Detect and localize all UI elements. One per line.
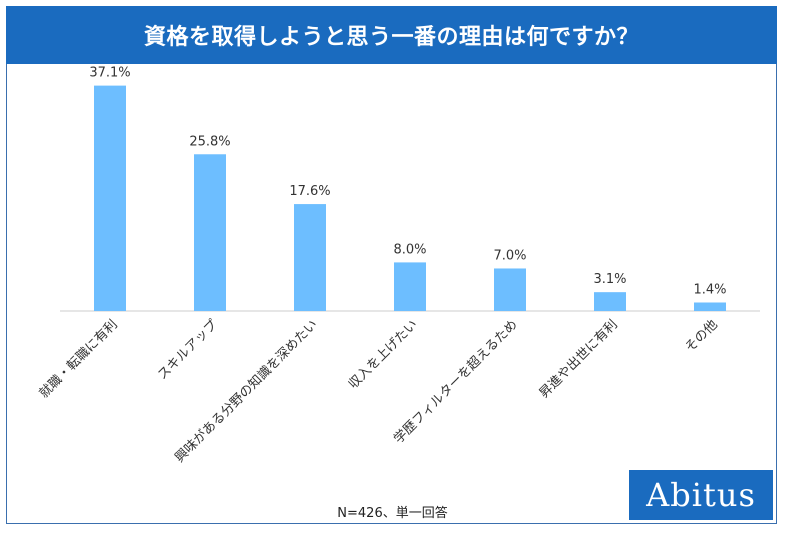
data-label: 17.6% — [289, 184, 330, 199]
bar — [594, 292, 626, 311]
x-tick-label: 昇進や出世に有利 — [537, 317, 621, 401]
bar — [494, 268, 526, 311]
data-label: 1.4% — [693, 282, 726, 297]
bar — [394, 262, 426, 311]
sample-note: N=426、単一回答 — [337, 506, 448, 521]
bar — [94, 85, 126, 312]
abitus-logo: Abitus — [629, 470, 773, 520]
x-tick-label: 収入を上げたい — [346, 317, 421, 392]
data-label: 8.0% — [393, 242, 426, 257]
x-tick-label: スキルアップ — [155, 317, 221, 383]
chart-title: 資格を取得しようと思う一番の理由は何ですか？ — [6, 6, 777, 64]
data-label: 7.0% — [493, 248, 526, 263]
data-label: 3.1% — [593, 272, 626, 287]
x-tick-label: 就職・転職に有利 — [37, 317, 121, 401]
bar — [194, 154, 226, 311]
chart-frame — [6, 6, 777, 524]
data-label: 37.1% — [89, 66, 130, 81]
data-label: 25.8% — [189, 134, 230, 149]
x-tick-label: その他 — [683, 317, 721, 355]
bar — [294, 204, 326, 311]
bar — [694, 302, 726, 311]
